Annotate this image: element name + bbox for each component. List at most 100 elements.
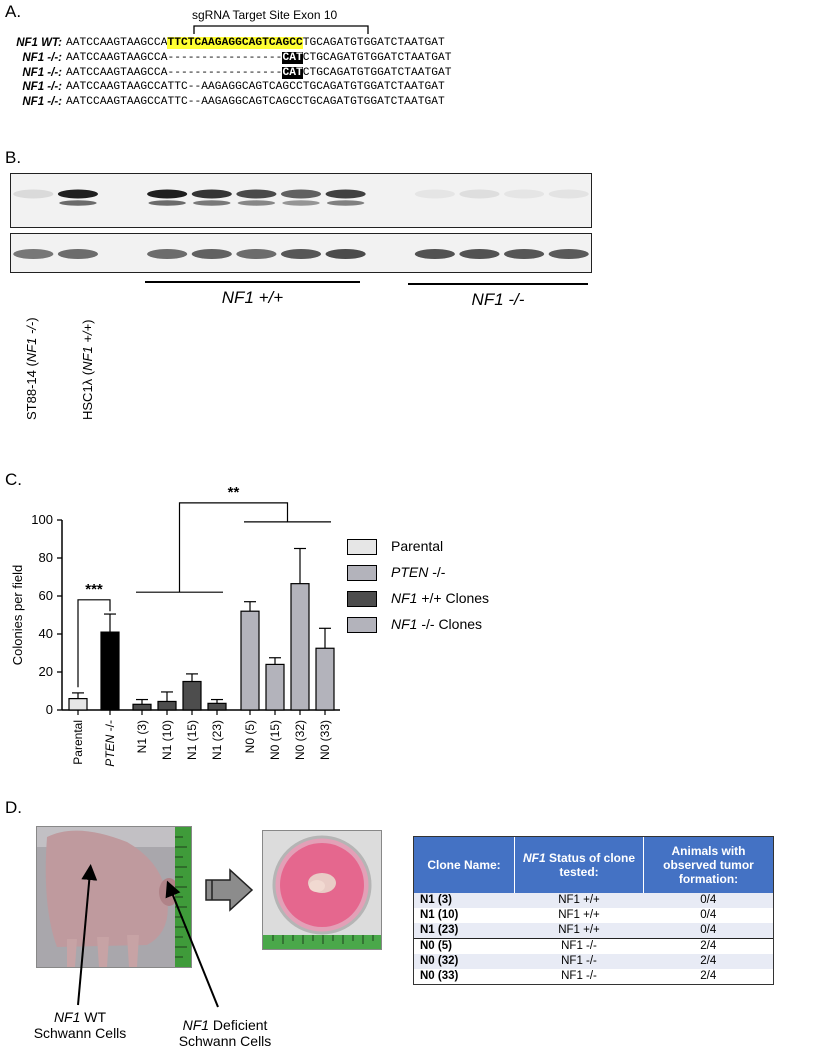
bar	[100, 631, 120, 711]
blot-band	[503, 249, 545, 259]
lane-label-st88: ST88-14 (NF1 -/-)	[24, 317, 39, 420]
table-cell-name: N1 (10)	[420, 909, 459, 921]
blot-band	[191, 189, 232, 199]
tumor-dish-photo	[262, 830, 382, 950]
blot-band-lower	[282, 200, 320, 206]
blot-band	[191, 249, 232, 259]
wt-schwann-label: NF1 WT Schwann Cells	[33, 1009, 127, 1041]
bar	[265, 663, 285, 711]
legend-gene: NF1	[391, 616, 418, 632]
y-tick-label: 60	[39, 588, 53, 603]
x-tick-label: N0 (32)	[293, 720, 307, 760]
blot-band	[236, 189, 277, 199]
sequence-segment-hl: TTCTCAAGAGGCAGTCAGCC	[167, 37, 303, 49]
legend-swatch	[347, 565, 377, 582]
blot-band	[236, 249, 277, 259]
y-tick-label: 80	[39, 550, 53, 565]
table-header-clone: Clone Name:	[414, 837, 515, 893]
bar	[240, 610, 260, 711]
sequence-row: NF1 WT: AATCCAAGTAAGCCATTCTCAAGAGGCAGTCAG…	[0, 37, 560, 52]
table-cell-name: N0 (5)	[414, 938, 515, 954]
sequence-label: NF1 WT:	[0, 37, 62, 49]
x-tick-label: N1 (23)	[210, 720, 224, 760]
mouse-photo	[36, 826, 192, 968]
blot-top	[10, 173, 592, 228]
panel-c-letter: C.	[5, 470, 22, 489]
sig-bracket-1	[77, 599, 111, 688]
deficient-schwann-label: NF1 Deficient Schwann Cells	[178, 1017, 272, 1049]
table-row: N1 (10) NF1 +/+ 0/4	[414, 908, 773, 923]
sequence-segment-pre: AATCCAAGTAAGCCA	[66, 66, 168, 79]
bar	[157, 700, 177, 711]
sequence-text: AATCCAAGTAAGCCA-----------------CATCTGCA…	[66, 66, 452, 79]
colony-chart: 0 20 40 60 80 100 Colonies per field Parental PT…	[10, 484, 340, 767]
group-line-wt	[145, 281, 360, 283]
gene-name: NF1	[22, 96, 45, 109]
genotype: -/-:	[44, 51, 62, 64]
blot-band	[280, 189, 322, 199]
group-label-wt: NF1 +/+	[221, 288, 284, 307]
table-cell-animals: 2/4	[700, 970, 717, 982]
blot-band-lower	[237, 200, 276, 206]
x-tick-label: N0 (15)	[268, 720, 282, 760]
x-tick-label: PTEN -/-	[103, 720, 117, 767]
lane-label-hsc1: HSC1λ (NF1 +/+)	[80, 319, 95, 420]
table-cell-name: N1 (3)	[414, 893, 515, 908]
panel-a-letter: A.	[5, 2, 22, 21]
table-row: N1 (3) NF1 +/+ 0/4	[414, 893, 773, 908]
gene-name: NF1	[22, 81, 45, 94]
sequence-label: NF1 -/-:	[0, 67, 62, 79]
tumor-table: Clone Name: NF1 Status of clone tested: …	[413, 836, 774, 985]
blot-bottom-bands	[13, 249, 589, 259]
table-row: N1 (23) NF1 +/+ 0/4	[414, 923, 773, 939]
sequence-segment-pre: AATCCAAGTAAGCCATTC--AAGAGGCAGTCAGCCTGCAG…	[66, 96, 445, 109]
table-cell-status: NF1 +/+	[514, 923, 644, 939]
blot-bottom	[10, 233, 592, 273]
arrow-right-icon	[205, 868, 254, 912]
table-cell-status: NF1 +/+	[514, 893, 644, 908]
table-cell-status: NF1 -/-	[561, 970, 597, 982]
blot-band	[459, 249, 500, 259]
bar	[315, 647, 335, 711]
sequence-label: NF1 -/-:	[0, 96, 62, 108]
sequence-segment-mid: -----------------	[167, 51, 283, 64]
legend-item: NF1 -/- Clones	[347, 616, 482, 636]
legend-swatch	[347, 617, 377, 634]
sequence-segment-post: TGCAGATGTGGATCTAATGAT	[302, 37, 445, 49]
blot-band	[548, 189, 589, 199]
table-cell-status: NF1 -/-	[514, 954, 644, 969]
x-tick-label: N0 (5)	[243, 720, 257, 753]
blot-band-lower	[59, 200, 97, 206]
genotype: -/-:	[44, 66, 62, 79]
blot-band	[414, 249, 455, 259]
blot-band	[459, 189, 500, 199]
gene-name: NF1	[16, 37, 38, 49]
y-tick-label: 0	[46, 702, 53, 717]
table-cell-animals: 0/4	[700, 909, 717, 921]
y-tick-label: 40	[39, 626, 53, 641]
sequence-segment-pre: AATCCAAGTAAGCCA	[66, 37, 168, 49]
table-cell-animals: 0/4	[643, 923, 773, 939]
legend-label: -/- Clones	[417, 616, 483, 632]
gene-name: NF1	[22, 66, 45, 79]
legend-gene: PTEN	[391, 564, 429, 580]
bar	[207, 702, 227, 711]
sequence-text: AATCCAAGTAAGCCATTC--AAGAGGCAGTCAGCCTGCAG…	[66, 96, 445, 108]
sequence-label: NF1 -/-:	[0, 81, 62, 93]
table-row: N0 (5) NF1 -/- 2/4	[414, 938, 773, 954]
table-row: N0 (32) NF1 -/- 2/4	[414, 954, 773, 969]
sequence-segment-blk: CAT	[282, 51, 303, 64]
sig-label-1: ***	[85, 581, 103, 598]
x-tick-label: N1 (15)	[185, 720, 199, 760]
gene-name: NF1	[22, 51, 45, 64]
group-line-ko	[408, 283, 588, 285]
table-cell-animals: 0/4	[643, 893, 773, 908]
table-cell-name: N1 (23)	[414, 923, 515, 939]
sig-bracket-2	[178, 502, 289, 593]
y-axis-label: Colonies per field	[10, 565, 25, 665]
callout-arrows	[77, 864, 219, 1008]
legend-swatch	[347, 591, 377, 608]
sequence-segment-post: CTGCAGATGTGGATCTAATGAT	[302, 66, 452, 79]
sequence-row: NF1 -/-: AATCCAAGTAAGCCATTC--AAGAGGCAGTCA…	[0, 81, 560, 96]
table-cell-status: NF1 -/-	[514, 938, 644, 954]
